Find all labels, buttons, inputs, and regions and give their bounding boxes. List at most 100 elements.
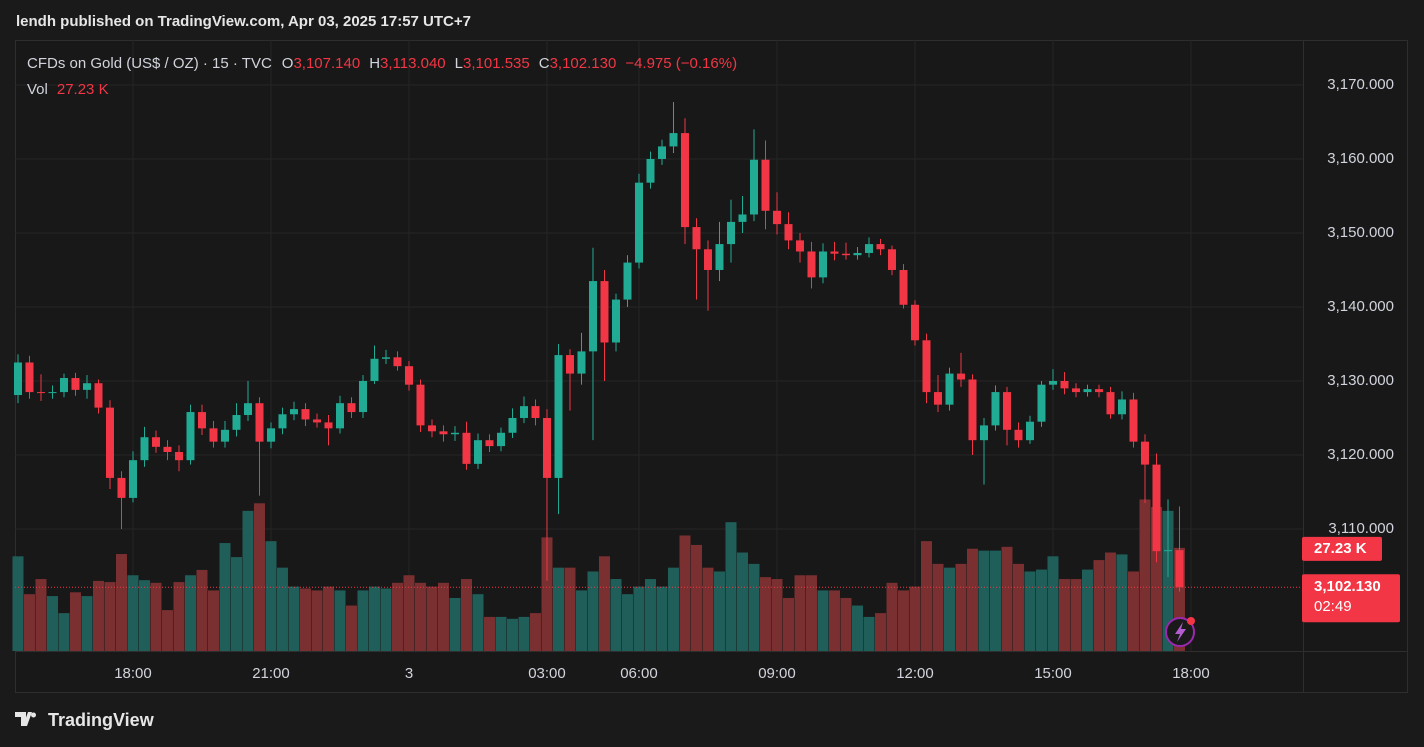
candle-body <box>128 460 137 498</box>
candle-body <box>485 440 494 447</box>
candle-body <box>968 379 977 441</box>
legend-value: 3,101.535 <box>463 55 530 72</box>
volume-bar <box>207 590 219 651</box>
volume-bar <box>1035 569 1047 651</box>
volume-bar <box>12 556 24 651</box>
volume-bar <box>851 605 863 651</box>
candle-body <box>784 224 793 241</box>
candle-body <box>13 362 22 396</box>
volume-bar <box>58 613 70 651</box>
candle-body <box>404 366 413 385</box>
volume-bar <box>897 590 909 651</box>
volume-bar <box>345 605 357 651</box>
candle-body <box>312 419 321 423</box>
candle-body <box>105 407 114 478</box>
volume-bar <box>598 556 610 651</box>
volume-bar <box>644 579 656 651</box>
candle-body <box>933 392 942 405</box>
volume-bar <box>771 579 783 651</box>
volume-bar <box>115 554 127 651</box>
volume-bar <box>173 582 185 651</box>
candle-body <box>347 403 356 413</box>
candle-body <box>1014 429 1023 441</box>
volume-bar <box>150 582 162 651</box>
candle-body <box>991 392 1000 426</box>
candle-body <box>151 437 160 447</box>
price-badge <box>1302 574 1400 623</box>
brand-logo <box>15 712 32 726</box>
candle-body <box>117 477 126 498</box>
candle-body <box>324 422 333 429</box>
candle-body <box>496 432 505 447</box>
candle-body <box>1175 550 1184 588</box>
volume-bar <box>506 618 518 651</box>
legend-key: O <box>282 55 294 72</box>
candle-body <box>25 362 34 393</box>
volume-bar <box>690 544 702 651</box>
volume-bar <box>575 590 587 651</box>
candle-body <box>715 244 724 270</box>
candle-body <box>140 437 149 461</box>
volume-badge-label: 27.23 K <box>1314 540 1367 557</box>
brand-logo-dot <box>31 712 36 718</box>
volume-bar <box>253 503 265 651</box>
grid <box>15 40 1303 651</box>
volume-bar <box>230 557 242 651</box>
brand: TradingView <box>15 710 155 730</box>
x-tick-label: 18:00 <box>114 665 152 682</box>
volume-bar <box>633 586 645 651</box>
candle-body <box>1152 464 1161 552</box>
candle-body <box>59 378 68 393</box>
volume-bar <box>276 567 288 651</box>
volume-bar <box>1162 510 1174 651</box>
volume-bar <box>1058 579 1070 651</box>
candle-body <box>473 440 482 464</box>
volume-bar <box>564 567 576 651</box>
volume-bar <box>1104 552 1116 651</box>
legend-vol-value: 27.23 K <box>57 81 109 98</box>
candle-body <box>1129 399 1138 442</box>
candle-body <box>439 431 448 435</box>
replay-icon[interactable] <box>1165 617 1195 647</box>
volume-bar <box>1081 569 1093 651</box>
volume-bar <box>725 522 737 651</box>
candle-body <box>542 417 551 478</box>
volume-bar <box>552 567 564 651</box>
volume-bar <box>483 616 495 651</box>
candle-body <box>864 244 873 253</box>
candle-body <box>427 425 436 432</box>
volume-bar <box>656 586 668 651</box>
volume-bar <box>161 610 173 651</box>
volume-bar <box>840 597 852 651</box>
volume-bar <box>1173 547 1185 651</box>
volume-bar <box>1139 499 1151 651</box>
candle-body <box>508 417 517 433</box>
legend-key: L <box>455 55 463 72</box>
y-tick-label: 3,130.000 <box>1327 372 1394 389</box>
candle-body <box>209 428 218 442</box>
volume-bar <box>437 582 449 651</box>
candle-body <box>94 383 103 408</box>
volume-bar <box>932 563 944 651</box>
candle-body <box>772 210 781 225</box>
volume-bar <box>368 586 380 651</box>
candle-body <box>1025 421 1034 441</box>
x-tick-label: 15:00 <box>1034 665 1072 682</box>
volume-bar <box>978 550 990 651</box>
volume-bar <box>1024 571 1036 651</box>
candle-body <box>243 403 252 416</box>
candle-body <box>197 412 206 429</box>
candle-body <box>1060 380 1069 389</box>
candle-body <box>393 357 402 367</box>
volume-bar <box>495 616 507 651</box>
candle-body <box>657 146 666 159</box>
x-tick-label: 03:00 <box>528 665 566 682</box>
candles <box>13 102 1184 592</box>
volume-bar <box>886 582 898 651</box>
volume-bar <box>1116 554 1128 651</box>
volume-bar <box>265 541 277 651</box>
volume-bar <box>81 596 93 651</box>
candle-body <box>680 133 689 228</box>
volume-bar <box>966 548 978 651</box>
